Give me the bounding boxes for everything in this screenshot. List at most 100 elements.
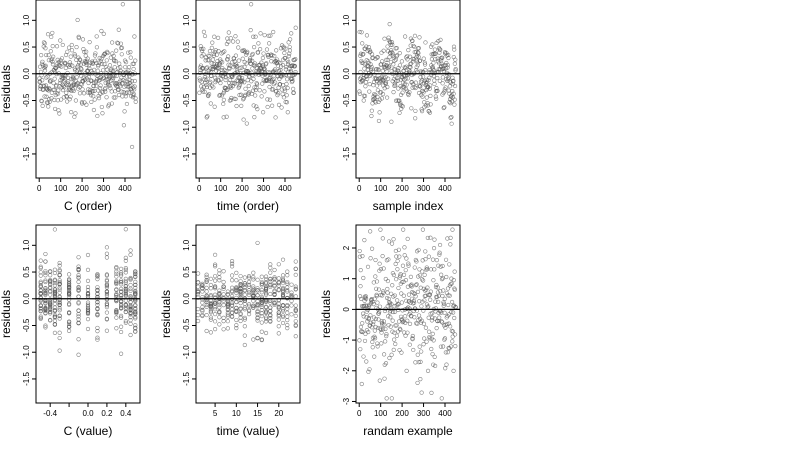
data-point — [221, 303, 226, 308]
data-point — [410, 59, 416, 64]
data-point — [420, 269, 425, 274]
data-point — [268, 270, 273, 275]
data-point — [377, 261, 382, 266]
data-point — [284, 100, 290, 105]
data-point — [46, 88, 51, 93]
data-point — [242, 342, 247, 348]
data-point — [100, 90, 105, 95]
data-point — [276, 276, 281, 281]
data-point — [38, 279, 43, 284]
data-point — [385, 84, 390, 90]
data-point — [116, 92, 122, 98]
data-point — [77, 70, 82, 76]
data-point — [208, 307, 213, 312]
data-point — [224, 114, 229, 119]
data-point — [217, 310, 222, 315]
data-point — [428, 297, 433, 302]
y-tick-label: 1.0 — [342, 14, 351, 26]
data-point — [133, 279, 138, 284]
data-point — [376, 99, 381, 104]
data-point — [279, 105, 284, 110]
data-point — [234, 270, 239, 275]
data-point — [255, 240, 260, 246]
data-point — [133, 269, 138, 274]
data-point — [38, 86, 43, 91]
data-point — [133, 272, 138, 277]
data-point — [48, 278, 53, 283]
data-point — [446, 302, 451, 308]
data-point — [196, 292, 201, 297]
data-point — [383, 361, 389, 366]
data-point — [428, 83, 433, 88]
data-point — [40, 103, 45, 108]
data-point — [452, 315, 457, 321]
data-point — [431, 338, 436, 343]
data-point — [384, 333, 389, 339]
data-point — [221, 319, 226, 324]
data-point — [276, 281, 281, 286]
data-point — [57, 281, 62, 286]
data-point — [130, 92, 136, 98]
data-point — [229, 289, 235, 294]
data-point — [48, 318, 53, 323]
x-tick-label: 400 — [438, 184, 452, 193]
data-point — [94, 45, 99, 50]
data-point — [377, 304, 383, 309]
data-point — [360, 41, 365, 46]
data-point — [276, 102, 282, 107]
data-point — [200, 286, 205, 291]
data-point — [261, 51, 266, 56]
data-point — [123, 305, 128, 310]
data-point — [259, 287, 264, 293]
data-point — [419, 277, 425, 282]
data-point — [361, 275, 366, 281]
data-point — [118, 303, 124, 308]
data-point — [409, 282, 414, 287]
data-point — [210, 40, 215, 45]
data-point — [430, 331, 435, 337]
data-point — [128, 71, 133, 76]
data-point — [452, 83, 458, 89]
data-point — [360, 78, 365, 83]
data-point — [196, 284, 201, 289]
data-point — [423, 249, 428, 254]
data-point — [234, 64, 239, 69]
data-point — [449, 115, 454, 120]
data-point — [254, 104, 259, 109]
data-point — [43, 299, 48, 304]
data-point — [104, 310, 110, 315]
data-point — [213, 286, 218, 291]
data-point — [372, 296, 377, 301]
data-point — [204, 84, 210, 90]
data-point — [117, 61, 122, 66]
data-point — [293, 308, 298, 313]
data-point — [213, 327, 218, 332]
data-point — [242, 292, 247, 297]
data-point — [373, 257, 378, 263]
data-point — [89, 99, 94, 105]
data-point — [253, 93, 258, 98]
data-point — [213, 264, 218, 269]
data-point — [43, 259, 48, 264]
data-point — [271, 29, 276, 35]
data-point — [234, 326, 239, 331]
data-point — [259, 279, 264, 285]
data-point — [125, 90, 130, 95]
data-point — [249, 70, 254, 75]
data-point — [280, 257, 286, 262]
data-point — [55, 91, 61, 96]
data-point — [85, 317, 91, 322]
data-point — [250, 51, 255, 57]
data-point — [452, 97, 457, 102]
data-point — [289, 282, 294, 287]
data-point — [431, 246, 437, 251]
data-point — [43, 63, 48, 68]
data-point — [397, 50, 402, 56]
data-point — [47, 99, 52, 104]
data-point — [378, 227, 383, 232]
data-point — [449, 299, 455, 305]
data-point — [397, 63, 403, 68]
x-tick-label: 20 — [274, 409, 283, 418]
data-point — [131, 66, 136, 72]
